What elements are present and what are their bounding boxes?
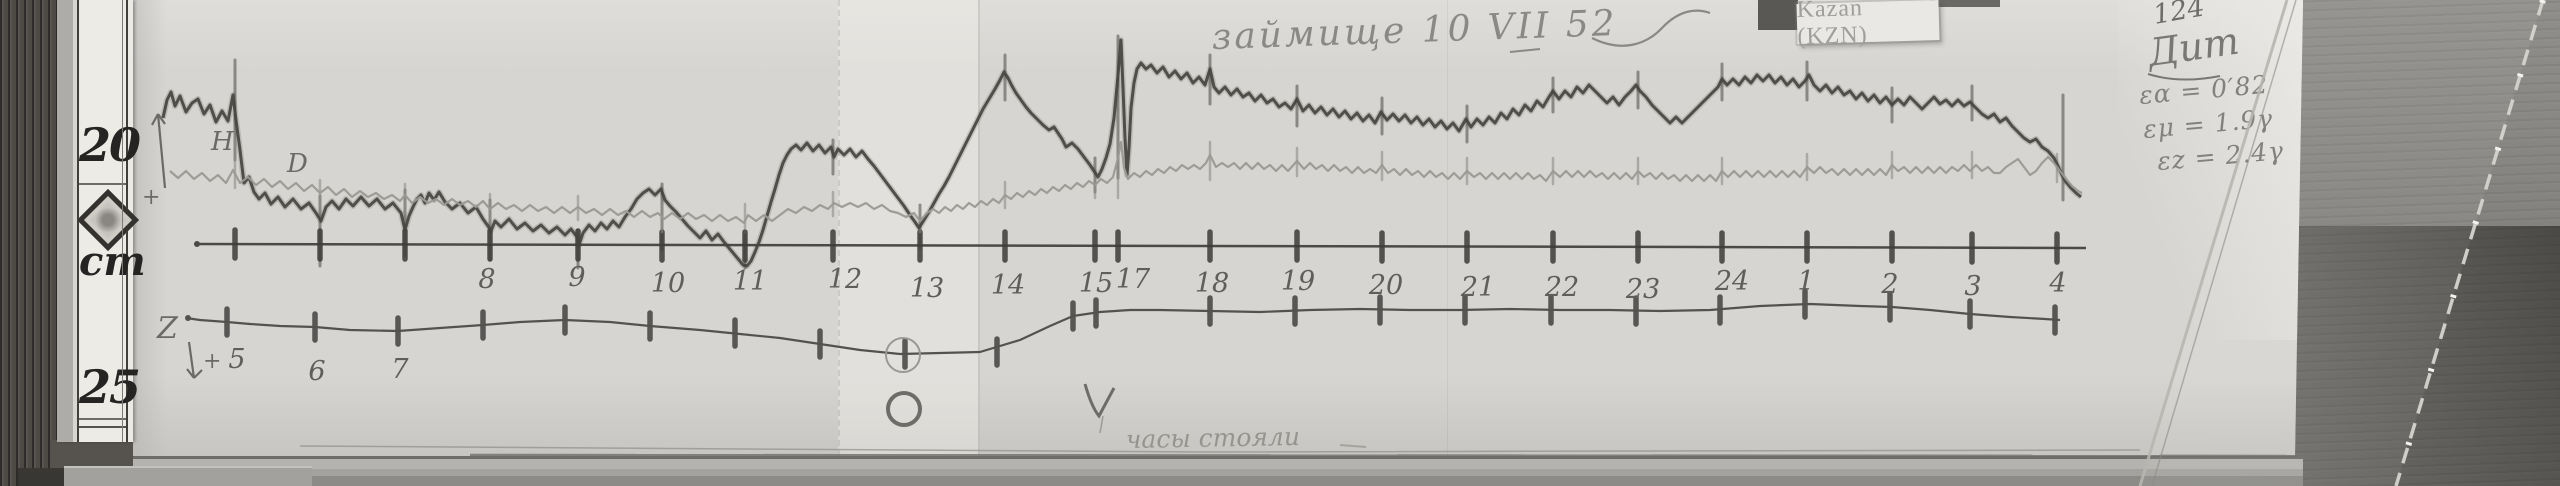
- axis-start-dot: [194, 241, 200, 247]
- dark-ring-mark: [886, 391, 922, 427]
- paper-bottom-edge: [133, 456, 2303, 486]
- hour-label: 2: [1880, 269, 1898, 300]
- d-trace: [169, 140, 2083, 225]
- ruler-bottom-line-2: [79, 426, 126, 428]
- gap-behind-label: [1758, 0, 1798, 30]
- z-plus-sign: +: [203, 349, 221, 374]
- hour-label: 1: [1797, 266, 1814, 297]
- ruler-unit-label: cm: [79, 238, 146, 285]
- hour-label: 10: [651, 268, 685, 299]
- z-hour-label: 7: [391, 354, 409, 385]
- clock-note: часы стояли: [1126, 422, 1301, 454]
- time-axis-line: [195, 242, 2087, 250]
- hour-label: 12: [828, 264, 862, 295]
- hour-label: 14: [991, 270, 1025, 301]
- bottom-pencil-line: [299, 445, 2141, 453]
- ruler-bottom-line: [79, 418, 126, 420]
- faint-ring-mark: [885, 337, 921, 373]
- check-mark-icon: [1083, 383, 1116, 419]
- handwritten-title: займище 10 VII 52: [1211, 3, 1618, 58]
- hour-label: 8: [478, 264, 495, 295]
- hour-label: 9: [568, 262, 585, 293]
- hour-label: 11: [733, 266, 767, 297]
- bottom-left-dark-object: [18, 468, 64, 486]
- paper-fold-line: [1447, 0, 1448, 456]
- ruler-mark-25: 25: [79, 360, 141, 414]
- h-plus-sign: +: [142, 185, 160, 210]
- corner-word-underline: [2147, 73, 2221, 81]
- paper-seam-band: [838, 0, 980, 456]
- clock-note-dash: [1339, 444, 1367, 448]
- title-flourish: [1591, 9, 1711, 47]
- hour-label: 17: [1116, 264, 1151, 295]
- h-trace: [161, 38, 2082, 268]
- ruler-face: 20 cm 25: [76, 0, 146, 442]
- magnetogram-paper: [133, 0, 2303, 456]
- d-trace-label: D: [286, 149, 308, 179]
- ruler-divider: [79, 183, 126, 185]
- hour-label: 23: [1625, 274, 1660, 305]
- check-mark-tail: [1099, 415, 1104, 434]
- z-trace: [185, 302, 2061, 356]
- h-up-arrow-icon: [151, 113, 167, 189]
- hour-label: 3: [1964, 271, 1981, 302]
- glass-left-edge: [2138, 0, 2289, 486]
- paper-corner-highlight: [2118, 0, 2303, 340]
- ruler: 20 cm 25: [57, 0, 146, 442]
- z-hour-label: 6: [308, 356, 325, 387]
- hour-label: 24: [1714, 266, 1749, 297]
- scale-value-z: εz = 2.4γ: [2156, 136, 2285, 176]
- z-trace-label: Z: [156, 311, 179, 346]
- glass-left-edge-shadow: [2151, 0, 2297, 486]
- hour-label: 15: [1079, 268, 1113, 299]
- bottom-edge-line: [469, 453, 2296, 458]
- ruler-mark-20: 20: [79, 118, 141, 172]
- paper-top-gap: [1930, 0, 2000, 7]
- wooden-frame-edge: [0, 0, 57, 486]
- hour-label: 19: [1281, 266, 1315, 297]
- z-down-arrow-icon: [186, 341, 203, 379]
- title-underline: [1509, 48, 1541, 53]
- z-hour-label: 5: [228, 344, 245, 375]
- hour-label: 13: [910, 273, 944, 304]
- hour-label: 21: [1460, 272, 1495, 303]
- bottom-left-table-edge: [64, 466, 312, 486]
- hour-label: 22: [1544, 272, 1579, 303]
- hour-label: 18: [1195, 268, 1229, 299]
- hour-label: 4: [2048, 268, 2066, 299]
- h-trace-label: H: [210, 127, 235, 157]
- hour-label: 20: [1368, 270, 1403, 301]
- glass-right-edge: [2394, 0, 2545, 486]
